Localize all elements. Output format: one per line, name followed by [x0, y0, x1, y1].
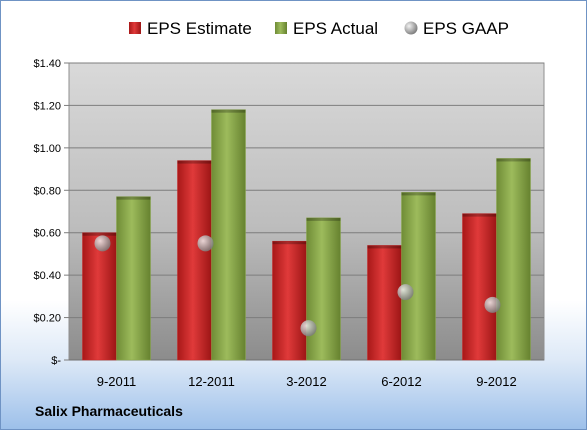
- bar-eps-actual-12-2011: [211, 109, 246, 361]
- point-eps-gaap-12-2011: [197, 235, 214, 252]
- point-eps-gaap-9-2011: [94, 235, 111, 252]
- bar-top-shade: [367, 245, 402, 249]
- y-tick-label: $0.20: [33, 313, 61, 325]
- legend-label-eps-estimate: EPS Estimate: [147, 19, 252, 38]
- y-tick-label: $1.20: [33, 100, 61, 112]
- legend-swatch-eps-estimate: [129, 22, 141, 34]
- bar-eps-estimate-9-2011: [82, 232, 117, 361]
- x-tick-label: 3-2012: [286, 374, 326, 389]
- bar-eps-estimate-3-2012: [272, 240, 307, 361]
- y-tick-label: $-: [51, 355, 61, 367]
- bar-top-shade: [177, 160, 212, 164]
- company-label: Salix Pharmaceuticals: [35, 403, 183, 419]
- bar-eps-actual-9-2012: [496, 158, 531, 361]
- bar-eps-estimate-12-2011: [177, 160, 212, 361]
- x-tick-label: 12-2011: [188, 374, 235, 389]
- y-tick-label: $0.40: [33, 270, 61, 282]
- legend-swatch-eps-actual: [275, 22, 287, 34]
- bar-top-shade: [306, 217, 341, 221]
- bar-eps-actual-6-2012: [401, 192, 436, 361]
- bar-top-shade: [272, 241, 307, 245]
- legend-label-eps-gaap: EPS GAAP: [423, 19, 509, 38]
- point-eps-gaap-3-2012: [300, 320, 317, 337]
- bar-top-shade: [116, 196, 151, 200]
- bar-top-shade: [462, 213, 497, 217]
- x-tick-label: 9-2011: [97, 374, 137, 389]
- x-tick-label: 6-2012: [381, 374, 421, 389]
- bar-top-shade: [211, 109, 246, 113]
- legend-swatch-eps-gaap: [404, 21, 418, 35]
- x-tick-label: 9-2012: [476, 374, 516, 389]
- bar-top-shade: [401, 192, 436, 196]
- bar-top-shade: [82, 232, 117, 236]
- y-tick-label: $0.60: [33, 228, 61, 240]
- y-tick-label: $1.40: [33, 58, 61, 70]
- legend-label-eps-actual: EPS Actual: [293, 19, 378, 38]
- point-eps-gaap-6-2012: [397, 284, 414, 301]
- bar-eps-estimate-9-2012: [462, 213, 497, 361]
- bar-eps-actual-3-2012: [306, 217, 341, 361]
- y-tick-label: $1.00: [33, 143, 61, 155]
- bar-eps-actual-9-2011: [116, 196, 151, 361]
- bar-eps-estimate-6-2012: [367, 245, 402, 361]
- bar-top-shade: [496, 158, 531, 162]
- point-eps-gaap-9-2012: [484, 296, 501, 313]
- y-tick-label: $0.80: [33, 185, 61, 197]
